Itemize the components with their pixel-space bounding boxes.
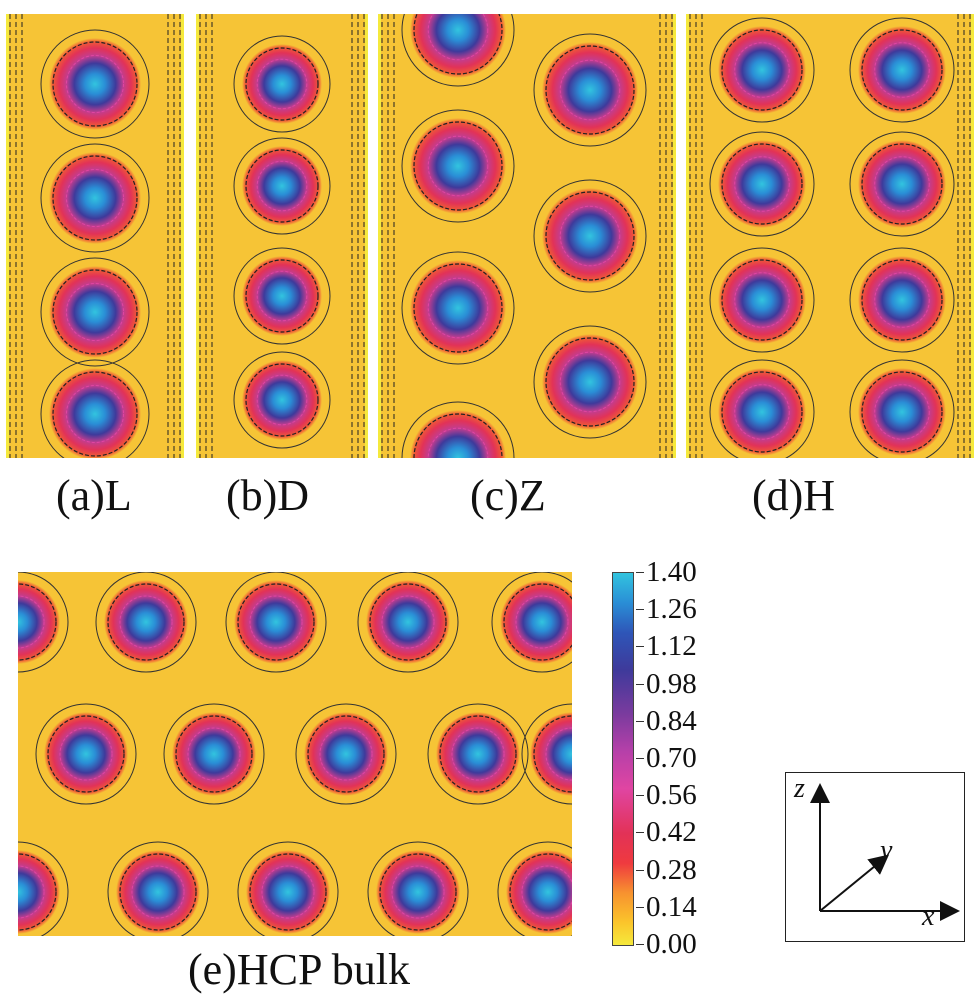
domain-circle <box>533 33 647 147</box>
colorbar-tick <box>636 609 644 611</box>
colorbar-tick-label: 0.98 <box>646 667 697 700</box>
domain-circle <box>709 359 815 458</box>
colorbar-tick <box>636 869 644 871</box>
domain-circle <box>237 841 339 936</box>
density-map-l <box>6 14 184 458</box>
domain-circle <box>521 703 572 805</box>
domain-circle <box>40 257 150 367</box>
colorbar-tick <box>636 720 644 722</box>
colorbar-tick-label: 0.56 <box>646 779 697 812</box>
domain-circle <box>233 351 331 449</box>
density-map-d <box>196 14 368 458</box>
caption-z: (c)Z <box>470 471 546 520</box>
domain-circle <box>491 572 572 673</box>
domain-circle <box>18 841 69 936</box>
domain-circle <box>95 572 197 673</box>
domain-circle <box>233 35 331 133</box>
axes-orientation-key: z y x <box>785 772 965 942</box>
colorbar-tick <box>636 646 644 648</box>
caption-d: (b)D <box>226 471 310 520</box>
domain-circle <box>107 841 209 936</box>
density-map-h <box>686 14 974 458</box>
domain-circle <box>35 703 137 805</box>
colorbar <box>612 572 634 946</box>
axes-arrows <box>810 783 960 921</box>
domain-circle <box>233 137 331 235</box>
domain-circle <box>401 14 515 87</box>
domain-circle <box>163 703 265 805</box>
colorbar-tick <box>636 944 644 945</box>
colorbar-tick-label: 0.28 <box>646 853 697 886</box>
domain-circle <box>849 131 955 237</box>
domain-circle <box>233 247 331 345</box>
colorbar-tick <box>636 683 644 685</box>
colorbar-tick-label: 0.14 <box>646 890 697 923</box>
colorbar-tick <box>636 758 644 759</box>
domain-circle <box>40 143 150 253</box>
domain-circle <box>401 251 515 365</box>
domain-circle <box>709 17 815 123</box>
caption-h: (d)H <box>752 471 836 520</box>
colorbar-tick-label: 0.42 <box>646 816 697 849</box>
density-map-hcp-bulk <box>18 572 572 936</box>
colorbar-tick-label: 1.26 <box>646 593 697 626</box>
domain-circle <box>533 179 647 293</box>
y-axis-arrow <box>819 854 890 912</box>
domain-circle <box>427 703 529 805</box>
domain-circle <box>40 359 150 458</box>
domain-circle <box>849 359 955 458</box>
domain-circle <box>533 325 647 439</box>
colorbar-tick-label: 0.84 <box>646 704 697 737</box>
domain-circle <box>40 29 150 139</box>
domain-circle <box>295 703 397 805</box>
caption-hcp-bulk: (e)HCP bulk <box>188 945 411 994</box>
colorbar-tick-label: 0.00 <box>646 928 697 960</box>
domain-circle <box>849 17 955 123</box>
domain-circle <box>401 109 515 223</box>
z-axis-label: z <box>794 773 805 804</box>
colorbar-tick-label: 1.12 <box>646 630 697 663</box>
domain-circle <box>18 572 69 673</box>
domain-circle <box>849 247 955 353</box>
domain-circle <box>709 131 815 237</box>
x-axis-label: x <box>922 901 935 932</box>
domain-circle <box>225 572 327 673</box>
colorbar-tick <box>636 572 644 573</box>
y-axis-label: y <box>880 835 893 866</box>
colorbar-tick <box>636 906 644 908</box>
colorbar-tick <box>636 832 644 834</box>
density-map-z <box>378 14 676 458</box>
colorbar-tick <box>636 795 644 797</box>
colorbar-tick-label: 1.40 <box>646 556 697 588</box>
domain-circle <box>497 841 572 936</box>
domain-circle <box>357 572 459 673</box>
domain-circle <box>367 841 469 936</box>
colorbar-tick-label: 0.70 <box>646 742 697 774</box>
caption-l: (a)L <box>56 471 132 520</box>
domain-circle <box>709 247 815 353</box>
